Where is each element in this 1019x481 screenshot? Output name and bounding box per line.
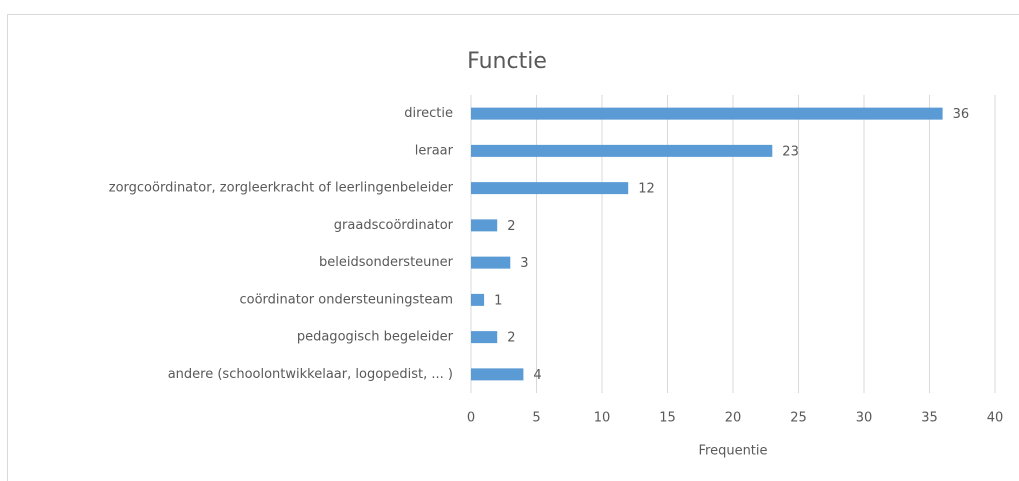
bar bbox=[471, 219, 498, 232]
x-tick-label: 35 bbox=[921, 411, 938, 426]
value-label: 23 bbox=[782, 144, 799, 159]
x-tick-label: 5 bbox=[532, 411, 540, 426]
x-tick-label: 40 bbox=[987, 411, 1004, 426]
x-tick-label: 10 bbox=[594, 411, 611, 426]
chart-title: Functie bbox=[467, 49, 547, 74]
bar bbox=[471, 368, 524, 381]
y-tick-label: graadscoördinator bbox=[334, 218, 454, 233]
value-label: 3 bbox=[520, 256, 528, 271]
bar bbox=[471, 182, 629, 195]
x-tick-label: 30 bbox=[856, 411, 873, 426]
x-tick-label: 20 bbox=[725, 411, 742, 426]
bar bbox=[471, 256, 511, 269]
chart-frame bbox=[7, 14, 1019, 481]
bar bbox=[471, 293, 485, 306]
value-label: 36 bbox=[953, 107, 970, 122]
value-label: 12 bbox=[638, 182, 655, 197]
bar bbox=[471, 107, 943, 120]
y-tick-label: coördinator ondersteuningsteam bbox=[239, 292, 453, 307]
y-tick-label: beleidsondersteuner bbox=[319, 255, 454, 270]
value-label: 2 bbox=[507, 219, 515, 234]
bar bbox=[471, 331, 498, 344]
x-tick-label: 25 bbox=[790, 411, 807, 426]
y-tick-label: directie bbox=[404, 106, 453, 121]
x-tick-label: 0 bbox=[467, 411, 475, 426]
x-axis-title: Frequentie bbox=[698, 444, 767, 459]
y-tick-label: andere (schoolontwikkelaar, logopedist, … bbox=[168, 367, 453, 382]
y-tick-label: leraar bbox=[415, 143, 454, 158]
x-tick-label: 15 bbox=[659, 411, 676, 426]
y-tick-label: pedagogisch begeleider bbox=[297, 330, 454, 345]
value-label: 4 bbox=[533, 368, 541, 383]
value-label: 2 bbox=[507, 331, 515, 346]
bar bbox=[471, 144, 773, 157]
y-tick-label: zorgcoördinator, zorgleerkracht of leerl… bbox=[109, 181, 454, 196]
value-label: 1 bbox=[494, 293, 502, 308]
